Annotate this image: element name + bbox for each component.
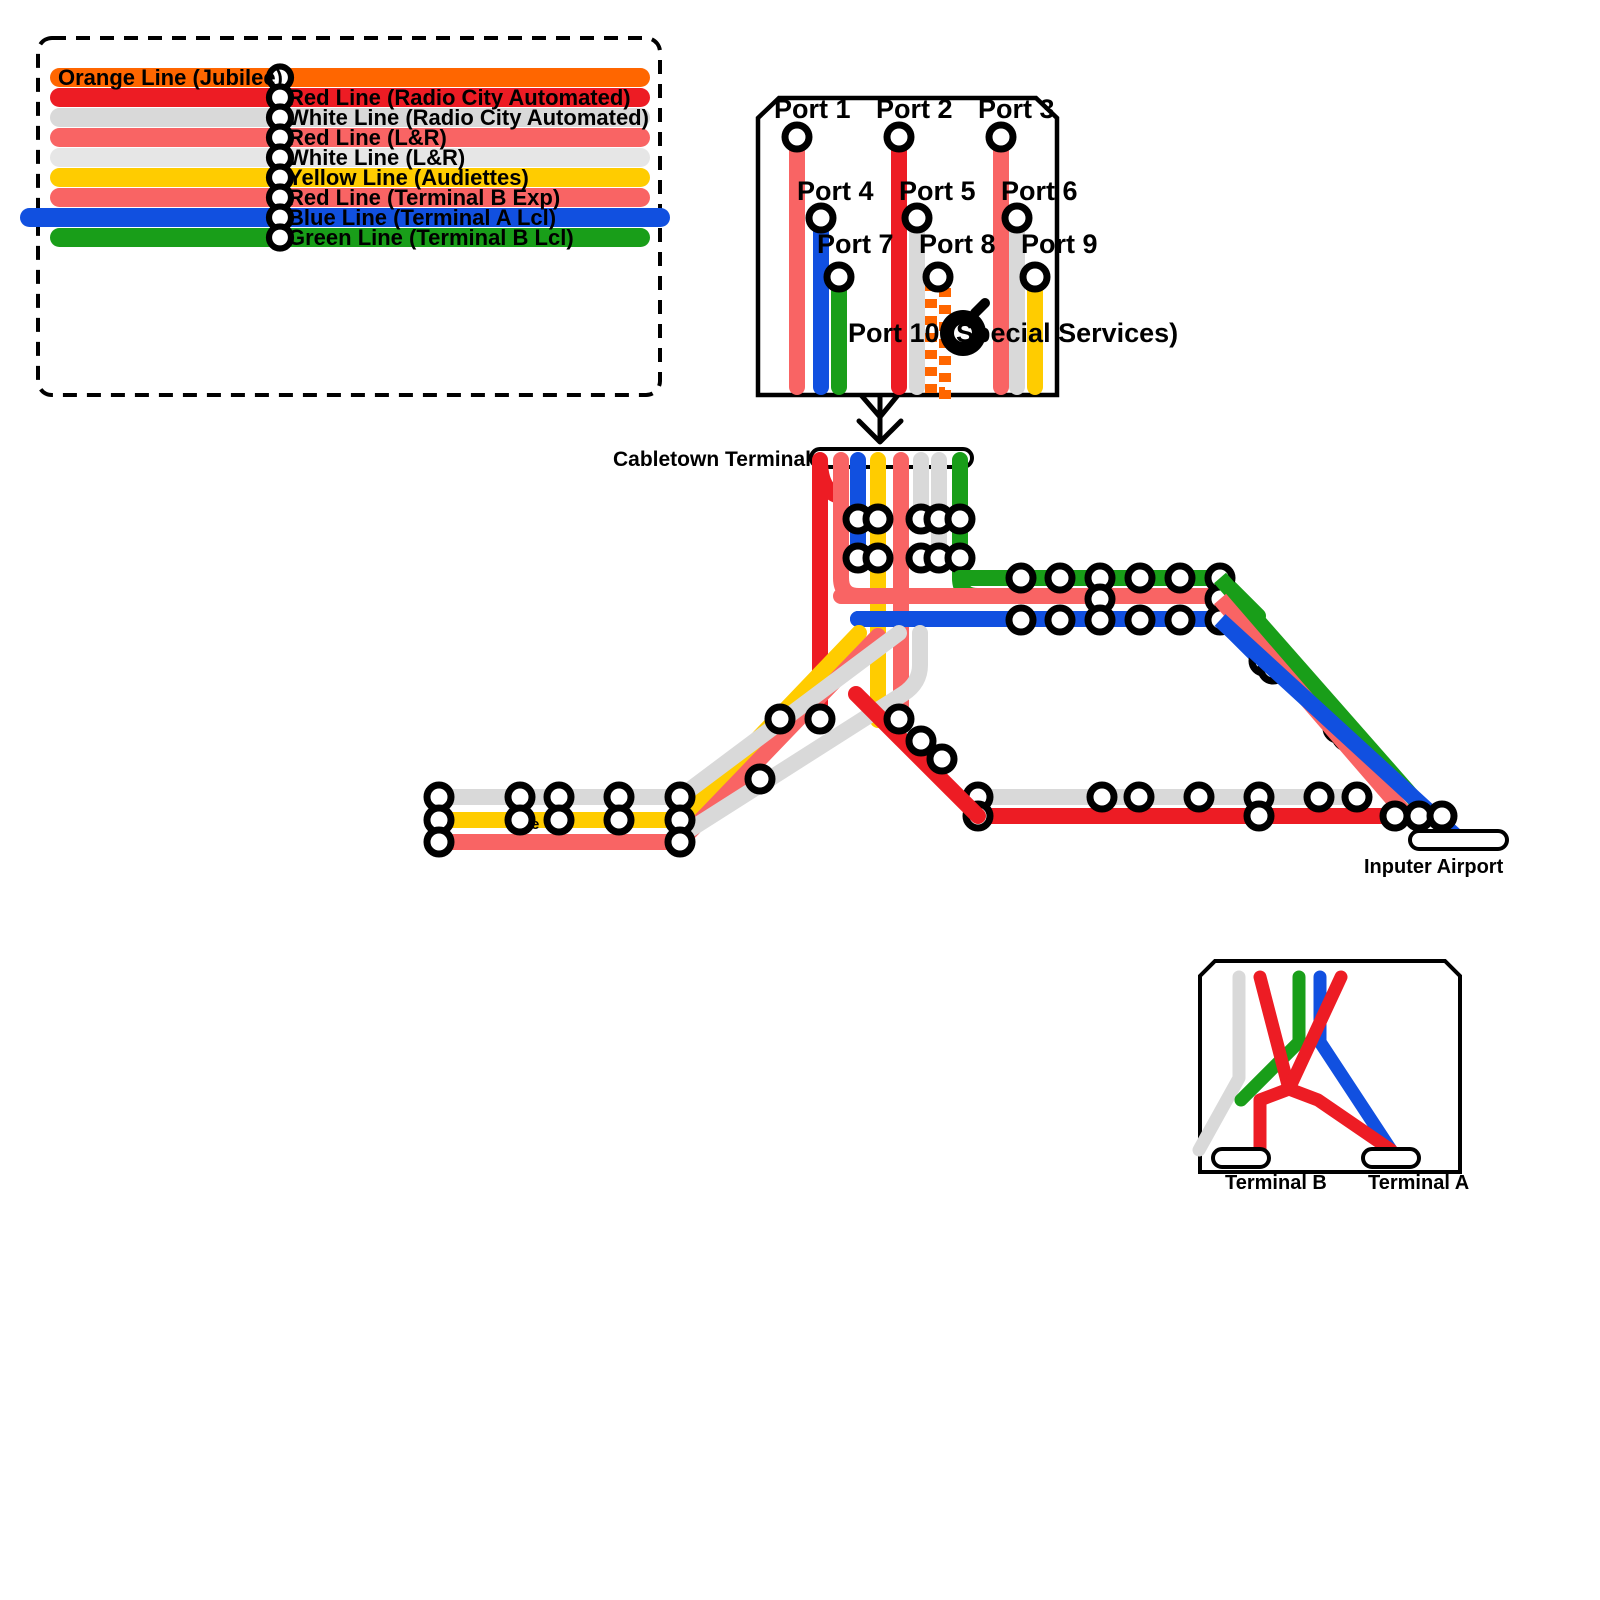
svg-text:Terminal A: Terminal A (1368, 1172, 1469, 1194)
svg-text:Port 4: Port 4 (797, 176, 874, 206)
svg-text:Port 1: Port 1 (774, 94, 851, 124)
svg-text:Port 10 (Special Services): Port 10 (Special Services) (848, 318, 1178, 348)
svg-text:Port 7: Port 7 (817, 229, 894, 259)
svg-text:Port 9: Port 9 (1021, 229, 1098, 259)
svg-text:Orange Line (Jubilee): Orange Line (Jubilee) (58, 65, 283, 90)
svg-text:Cabletown Terminal: Cabletown Terminal (613, 448, 811, 471)
svg-text:Port 5: Port 5 (899, 176, 976, 206)
svg-text:Inputer Airport: Inputer Airport (1364, 856, 1504, 878)
svg-text:Port 6: Port 6 (1001, 176, 1078, 206)
svg-text:Port 3: Port 3 (978, 94, 1055, 124)
svg-text:Port 2: Port 2 (876, 94, 953, 124)
svg-text:Port 8: Port 8 (919, 229, 996, 259)
svg-text:Green Line (Terminal B Lcl): Green Line (Terminal B Lcl) (288, 225, 574, 250)
svg-text:Terminal B: Terminal B (1225, 1172, 1327, 1194)
svg-text:e: e (531, 816, 539, 833)
